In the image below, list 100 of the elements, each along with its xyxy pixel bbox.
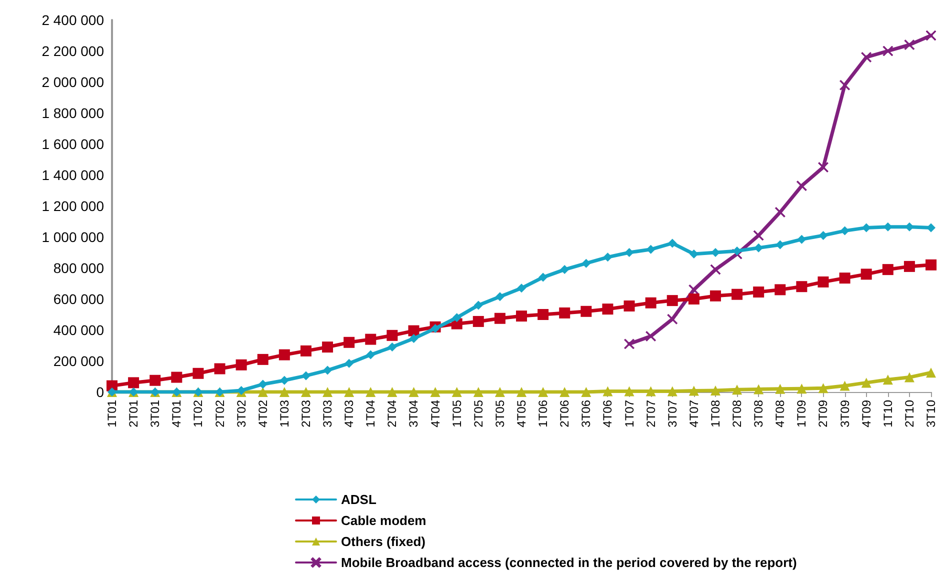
point	[322, 342, 334, 353]
point	[452, 387, 462, 397]
x-tick-label: 4T08	[773, 400, 788, 428]
point	[840, 380, 850, 391]
point	[667, 386, 678, 396]
y-tick-label: 2 400 000	[42, 12, 104, 28]
legend-label: Cable modem	[341, 513, 426, 528]
point	[300, 345, 312, 356]
point	[753, 286, 764, 298]
point	[732, 384, 742, 395]
point	[128, 377, 140, 388]
point	[710, 290, 721, 302]
x-tick-label: 1T05	[450, 400, 464, 428]
point	[580, 306, 592, 317]
x-tick-label: 2T08	[730, 400, 744, 428]
x-tick-label: 4T09	[859, 400, 874, 428]
legend-label: Mobile Broadband access (connected in the period covered by the report)	[341, 555, 797, 570]
point	[408, 325, 420, 336]
y-tick-label: 1 200 000	[42, 198, 104, 214]
point	[710, 264, 721, 275]
x-tick-label: 3T07	[665, 400, 680, 428]
point	[624, 300, 635, 312]
point	[495, 292, 504, 302]
x-tick-label: 1T10	[880, 400, 895, 428]
x-tick-label: 1T02	[191, 400, 206, 428]
point	[666, 295, 678, 306]
point	[796, 180, 807, 192]
point	[882, 264, 894, 276]
x-tick-label: 3T04	[406, 400, 421, 428]
point	[710, 385, 720, 396]
x-tick-label: 4T02	[256, 400, 270, 428]
point	[624, 248, 634, 257]
x-tick-label: 4T07	[686, 400, 701, 428]
x-tick-label: 2T03	[298, 400, 313, 428]
point	[603, 252, 612, 262]
point	[344, 387, 354, 397]
point	[818, 230, 828, 240]
point	[409, 334, 418, 344]
x-tick-label: 1T08	[708, 400, 722, 428]
y-tick-label: 600 000	[53, 291, 104, 307]
point	[171, 372, 182, 383]
point	[860, 268, 872, 280]
point	[516, 387, 526, 397]
legend-label: Others (fixed)	[341, 534, 426, 549]
y-tick-label: 200 000	[53, 353, 104, 369]
point	[688, 294, 700, 304]
x-tick-label: 3T10	[924, 400, 937, 428]
point	[861, 378, 872, 388]
point	[472, 316, 484, 327]
point	[646, 386, 656, 396]
y-tick-label: 400 000	[53, 322, 104, 338]
point	[430, 324, 440, 333]
point	[474, 300, 483, 310]
point	[904, 260, 915, 272]
point	[624, 386, 634, 396]
point	[366, 350, 376, 360]
point	[882, 374, 893, 385]
x-tick-label: 2T07	[644, 400, 658, 428]
y-tick-label: 2 000 000	[42, 74, 104, 90]
point	[667, 314, 678, 324]
x-tick-label: 3T06	[579, 400, 594, 428]
point	[344, 358, 354, 368]
point	[582, 258, 591, 268]
point	[301, 371, 310, 380]
x-tick-label: 1T01	[105, 400, 119, 428]
point	[366, 387, 376, 397]
point	[386, 330, 398, 341]
point	[236, 359, 247, 370]
point	[581, 387, 592, 397]
point	[818, 383, 828, 394]
point	[560, 387, 570, 397]
point	[753, 230, 764, 241]
point	[214, 363, 226, 374]
x-tick-label: 3T03	[320, 400, 335, 428]
point	[560, 265, 570, 274]
point	[322, 387, 333, 397]
y-tick-label: 800 000	[53, 260, 104, 276]
x-tick-label: 2T05	[471, 400, 486, 428]
point	[408, 387, 419, 397]
point	[688, 284, 700, 295]
point	[257, 354, 268, 365]
point	[926, 223, 936, 232]
point	[278, 349, 290, 360]
point	[538, 309, 549, 320]
point	[473, 387, 484, 397]
y-tick-label: 1 600 000	[42, 136, 104, 152]
point	[797, 234, 806, 244]
point	[774, 284, 786, 296]
point	[430, 387, 440, 397]
y-tick-label: 2 200 000	[42, 43, 104, 59]
point	[280, 376, 289, 385]
point	[150, 374, 161, 386]
point	[516, 310, 527, 322]
point	[323, 366, 332, 375]
point	[818, 162, 828, 172]
point	[279, 387, 290, 397]
x-tick-label: 3T09	[838, 400, 852, 428]
x-tick-label: 1T09	[794, 400, 809, 428]
x-tick-label: 2T02	[212, 400, 227, 428]
point	[668, 238, 677, 248]
